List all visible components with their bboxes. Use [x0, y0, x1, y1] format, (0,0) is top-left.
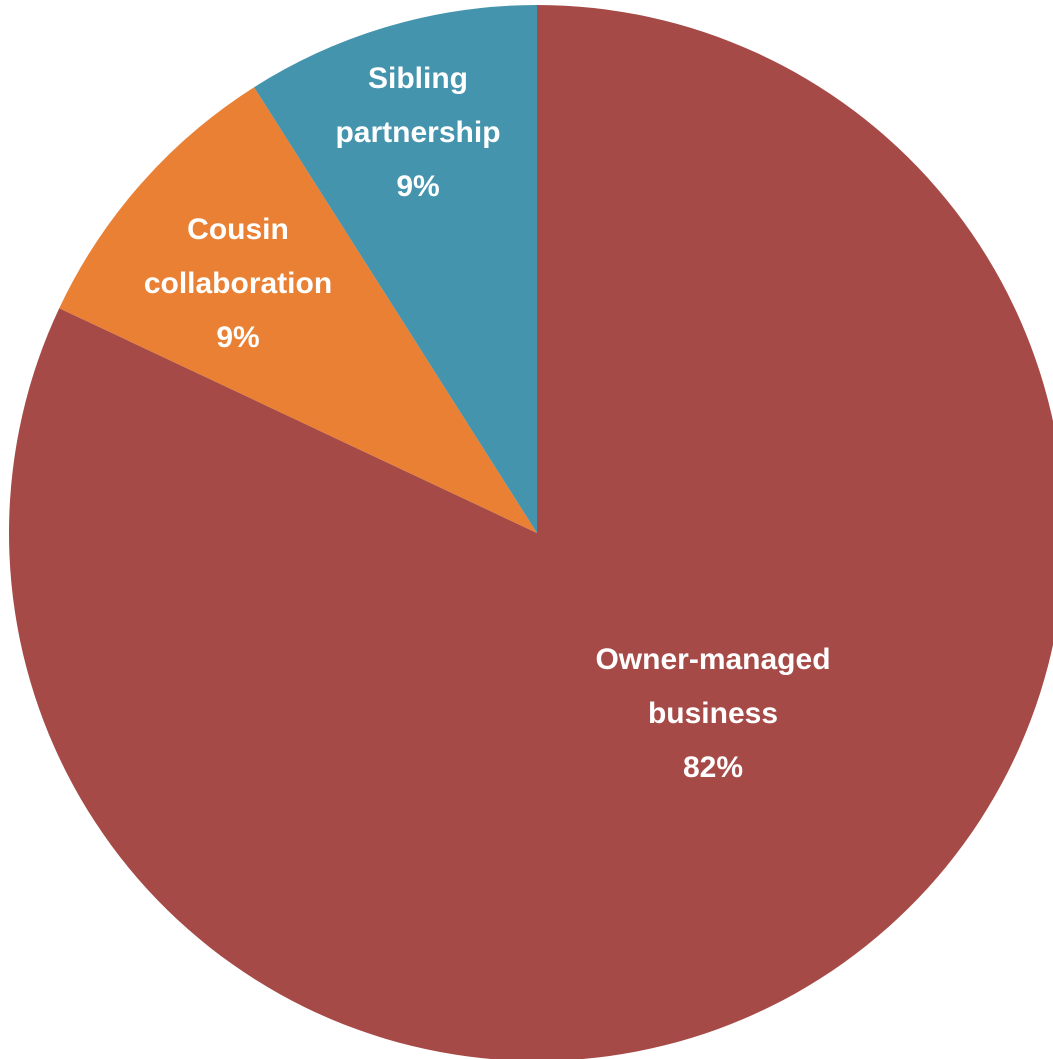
slice-label-group: Sibling partnership 9%	[335, 62, 500, 203]
slice-name-label: partnership	[335, 116, 500, 149]
pie-slice-owner-managed-business	[9, 5, 1053, 1059]
slice-name-label: business	[648, 697, 778, 730]
slice-name-label: Cousin	[187, 213, 289, 246]
slice-value-label: 9%	[216, 321, 259, 354]
slices-layer	[9, 5, 1053, 1059]
slice-value-label: 82%	[683, 751, 743, 784]
pie-slice-cousin-collaboration	[59, 87, 537, 533]
slice-label-group: Cousin collaboration 9%	[144, 213, 332, 354]
slice-value-label: 9%	[396, 170, 439, 203]
slice-label-group: Owner-managed business 82%	[595, 643, 830, 784]
slice-name-label: Owner-managed	[595, 643, 830, 676]
slice-name-label: Sibling	[368, 62, 468, 95]
pie-slice-sibling-partnership	[254, 5, 537, 533]
slice-name-label: collaboration	[144, 267, 332, 300]
labels-layer: Owner-managed business 82% Cousin collaborat…	[144, 62, 831, 784]
